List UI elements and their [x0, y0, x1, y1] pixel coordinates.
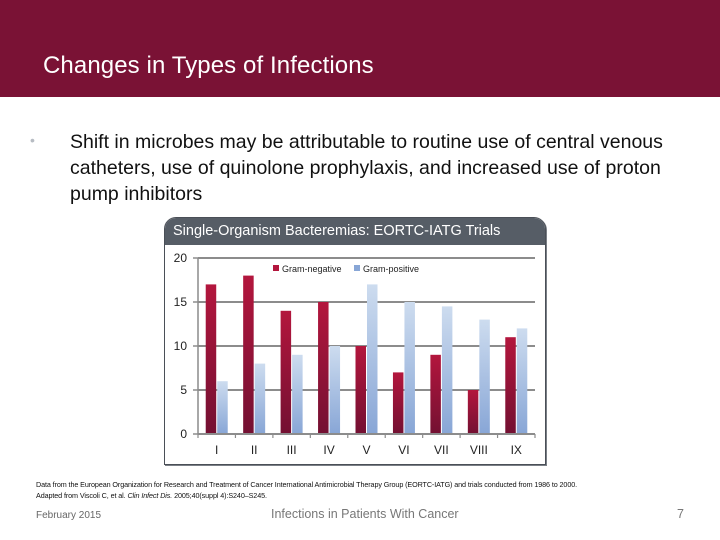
bar-gram-positive [441, 306, 453, 434]
x-tick-label: V [362, 443, 370, 457]
legend-swatch-gram-positive [354, 265, 360, 271]
footnote-line-2: Adapted from Viscoli C, et al. Clin Infe… [36, 491, 267, 500]
bar-gram-negative [355, 346, 366, 434]
bar-gram-positive [329, 346, 341, 434]
footer-title: Infections in Patients With Cancer [271, 507, 459, 521]
footer-date: February 2015 [36, 510, 102, 521]
bar-gram-positive [516, 328, 528, 434]
bar-gram-negative [505, 337, 516, 434]
footnote: Data from the European Organization for … [36, 479, 696, 501]
x-tick-label: VI [398, 443, 409, 457]
bar-gram-negative [318, 302, 329, 434]
x-tick-label: VIII [470, 443, 488, 457]
page-number: 7 [677, 507, 684, 521]
title-bar: Changes in Types of Infections [0, 0, 720, 97]
chart-container: Single-Organism Bacteremias: EORTC-IATG … [164, 217, 546, 465]
bar-gram-negative [205, 284, 217, 434]
bar-gram-positive [367, 284, 378, 434]
x-axis: I II III IV V VI VII VIII IX [197, 433, 536, 457]
bar-gram-negative [467, 390, 479, 434]
bullet-item: Shift in microbes may be attributable to… [70, 131, 663, 205]
x-tick-label: IV [323, 443, 334, 457]
x-tick-label: IX [511, 443, 522, 457]
bar-gram-positive [254, 363, 266, 434]
x-tick-label: III [287, 443, 297, 457]
bar-gram-positive [217, 381, 228, 434]
legend-label-gram-positive: Gram-positive [363, 264, 419, 274]
footnote-line-1: Data from the European Organization for … [36, 480, 578, 489]
bar-gram-negative [430, 354, 441, 434]
y-tick-label: 0 [180, 427, 187, 441]
legend-label-gram-negative: Gram-negative [282, 264, 342, 274]
legend: Gram-negative Gram-positive [273, 264, 419, 274]
bars [205, 275, 528, 434]
x-tick-label: II [251, 443, 258, 457]
x-tick-label: VII [434, 443, 449, 457]
x-tick-label: I [215, 443, 218, 457]
bar-gram-positive [292, 354, 303, 434]
bar-gram-negative [243, 275, 254, 434]
bullet-dot-icon: • [30, 132, 35, 148]
y-tick-label: 15 [174, 295, 188, 309]
bar-gram-negative [392, 372, 404, 434]
y-tick-label: 10 [174, 339, 188, 353]
chart-title: Single-Organism Bacteremias: EORTC-IATG … [173, 223, 501, 239]
bar-gram-positive [479, 319, 490, 434]
bar-gram-positive [404, 302, 415, 434]
gridlines [198, 257, 535, 391]
legend-swatch-gram-negative [273, 265, 279, 271]
y-axis: 0 5 10 15 20 [174, 251, 199, 441]
chart-header: Single-Organism Bacteremias: EORTC-IATG … [165, 218, 545, 245]
y-tick-label: 5 [180, 383, 187, 397]
bar-gram-negative [280, 310, 292, 434]
slide-title: Changes in Types of Infections [43, 52, 374, 79]
y-tick-label: 20 [174, 251, 188, 265]
